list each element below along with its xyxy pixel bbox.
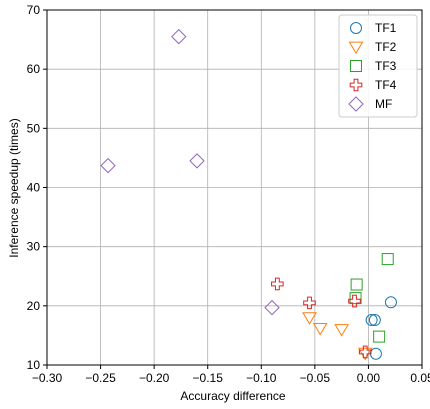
y-tick-label: 50: [27, 121, 41, 135]
tf2-point: [302, 312, 317, 325]
x-tick-label: −0.25: [85, 371, 116, 385]
tf4-point: [303, 296, 316, 310]
tf4-point: [271, 277, 284, 291]
axis-ticks: −0.30 −0.25 −0.20 −0.15 −0.10 −0.05 0.00 0.05 10…: [27, 3, 430, 385]
mf-point: [100, 157, 116, 174]
tf3-point: [381, 253, 394, 266]
legend-tf3-label: TF3: [375, 59, 397, 73]
y-tick-label: 20: [27, 299, 41, 313]
legend-box: [338, 14, 418, 118]
tf1-point: [384, 296, 397, 309]
tf4-point: [358, 345, 372, 359]
y-tick-label: 70: [27, 3, 41, 17]
tf1-point: [369, 347, 382, 360]
legend-mf-label: MF: [375, 97, 392, 111]
legend-tf2-label: TF2: [375, 40, 397, 54]
x-tick-label: 0.05: [410, 371, 430, 385]
x-tick-label: −0.10: [246, 371, 277, 385]
x-tick-label: −0.20: [139, 371, 170, 385]
y-tick-label: 40: [27, 181, 41, 195]
tf2-point: [334, 324, 350, 337]
legend-tf3-marker: [350, 60, 362, 72]
tf2-point: [312, 322, 328, 336]
legend-tf4-marker: [349, 78, 363, 92]
mf-point: [264, 299, 280, 316]
tf1-point: [365, 314, 378, 327]
legend-tf1-label: TF1: [375, 21, 397, 35]
legend-mf-marker: [348, 96, 364, 112]
legend-tf1-marker: [350, 22, 362, 34]
x-axis-label: Accuracy difference: [180, 389, 285, 403]
x-tick-label: −0.30: [32, 371, 63, 385]
legend: TF1 TF2 TF3 TF4 MF: [338, 14, 418, 118]
x-tick-label: −0.05: [300, 371, 331, 385]
y-tick-label: 10: [27, 358, 41, 372]
x-tick-label: 0.00: [357, 371, 381, 385]
legend-tf4-label: TF4: [375, 78, 397, 92]
y-tick-label: 30: [27, 240, 41, 254]
x-tick-label: −0.15: [193, 371, 224, 385]
tf3-point: [373, 330, 386, 343]
legend-tf2-marker: [348, 41, 364, 55]
y-axis-label: Inference speedup (times): [7, 118, 21, 257]
tf3-point: [350, 278, 363, 291]
tf3-point: [349, 292, 362, 305]
y-tick-label: 60: [27, 62, 41, 76]
mf-point: [189, 153, 205, 169]
tf4-point: [348, 294, 361, 308]
tf1-point: [368, 314, 381, 327]
data-points: [100, 28, 397, 361]
mf-point: [171, 28, 187, 45]
